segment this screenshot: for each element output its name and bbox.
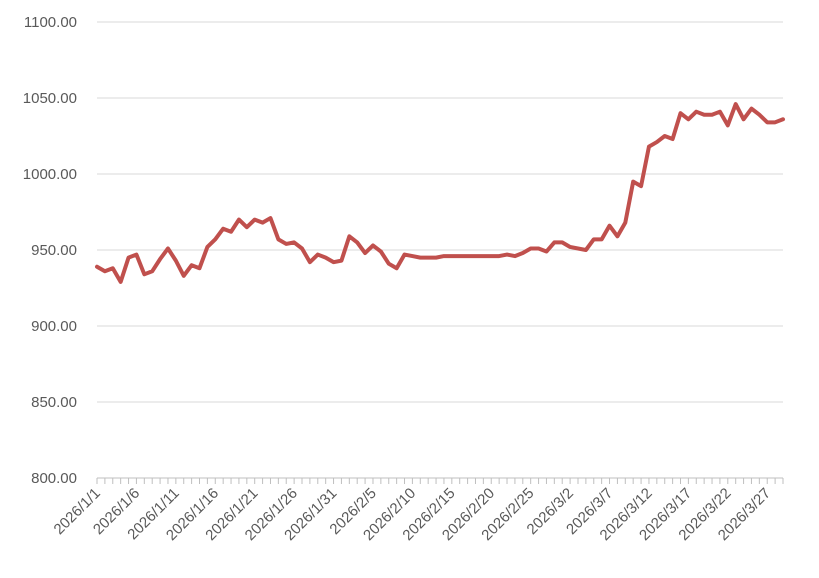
y-tick-label: 1000.00 bbox=[23, 166, 77, 183]
y-tick-label: 1050.00 bbox=[23, 90, 77, 107]
y-tick-label: 850.00 bbox=[31, 394, 77, 411]
line-series bbox=[95, 102, 785, 284]
y-tick-label: 800.00 bbox=[31, 470, 77, 487]
y-tick-label: 1100.00 bbox=[24, 14, 77, 31]
y-tick-label: 900.00 bbox=[31, 318, 77, 335]
y-tick-label: 950.00 bbox=[31, 242, 77, 259]
